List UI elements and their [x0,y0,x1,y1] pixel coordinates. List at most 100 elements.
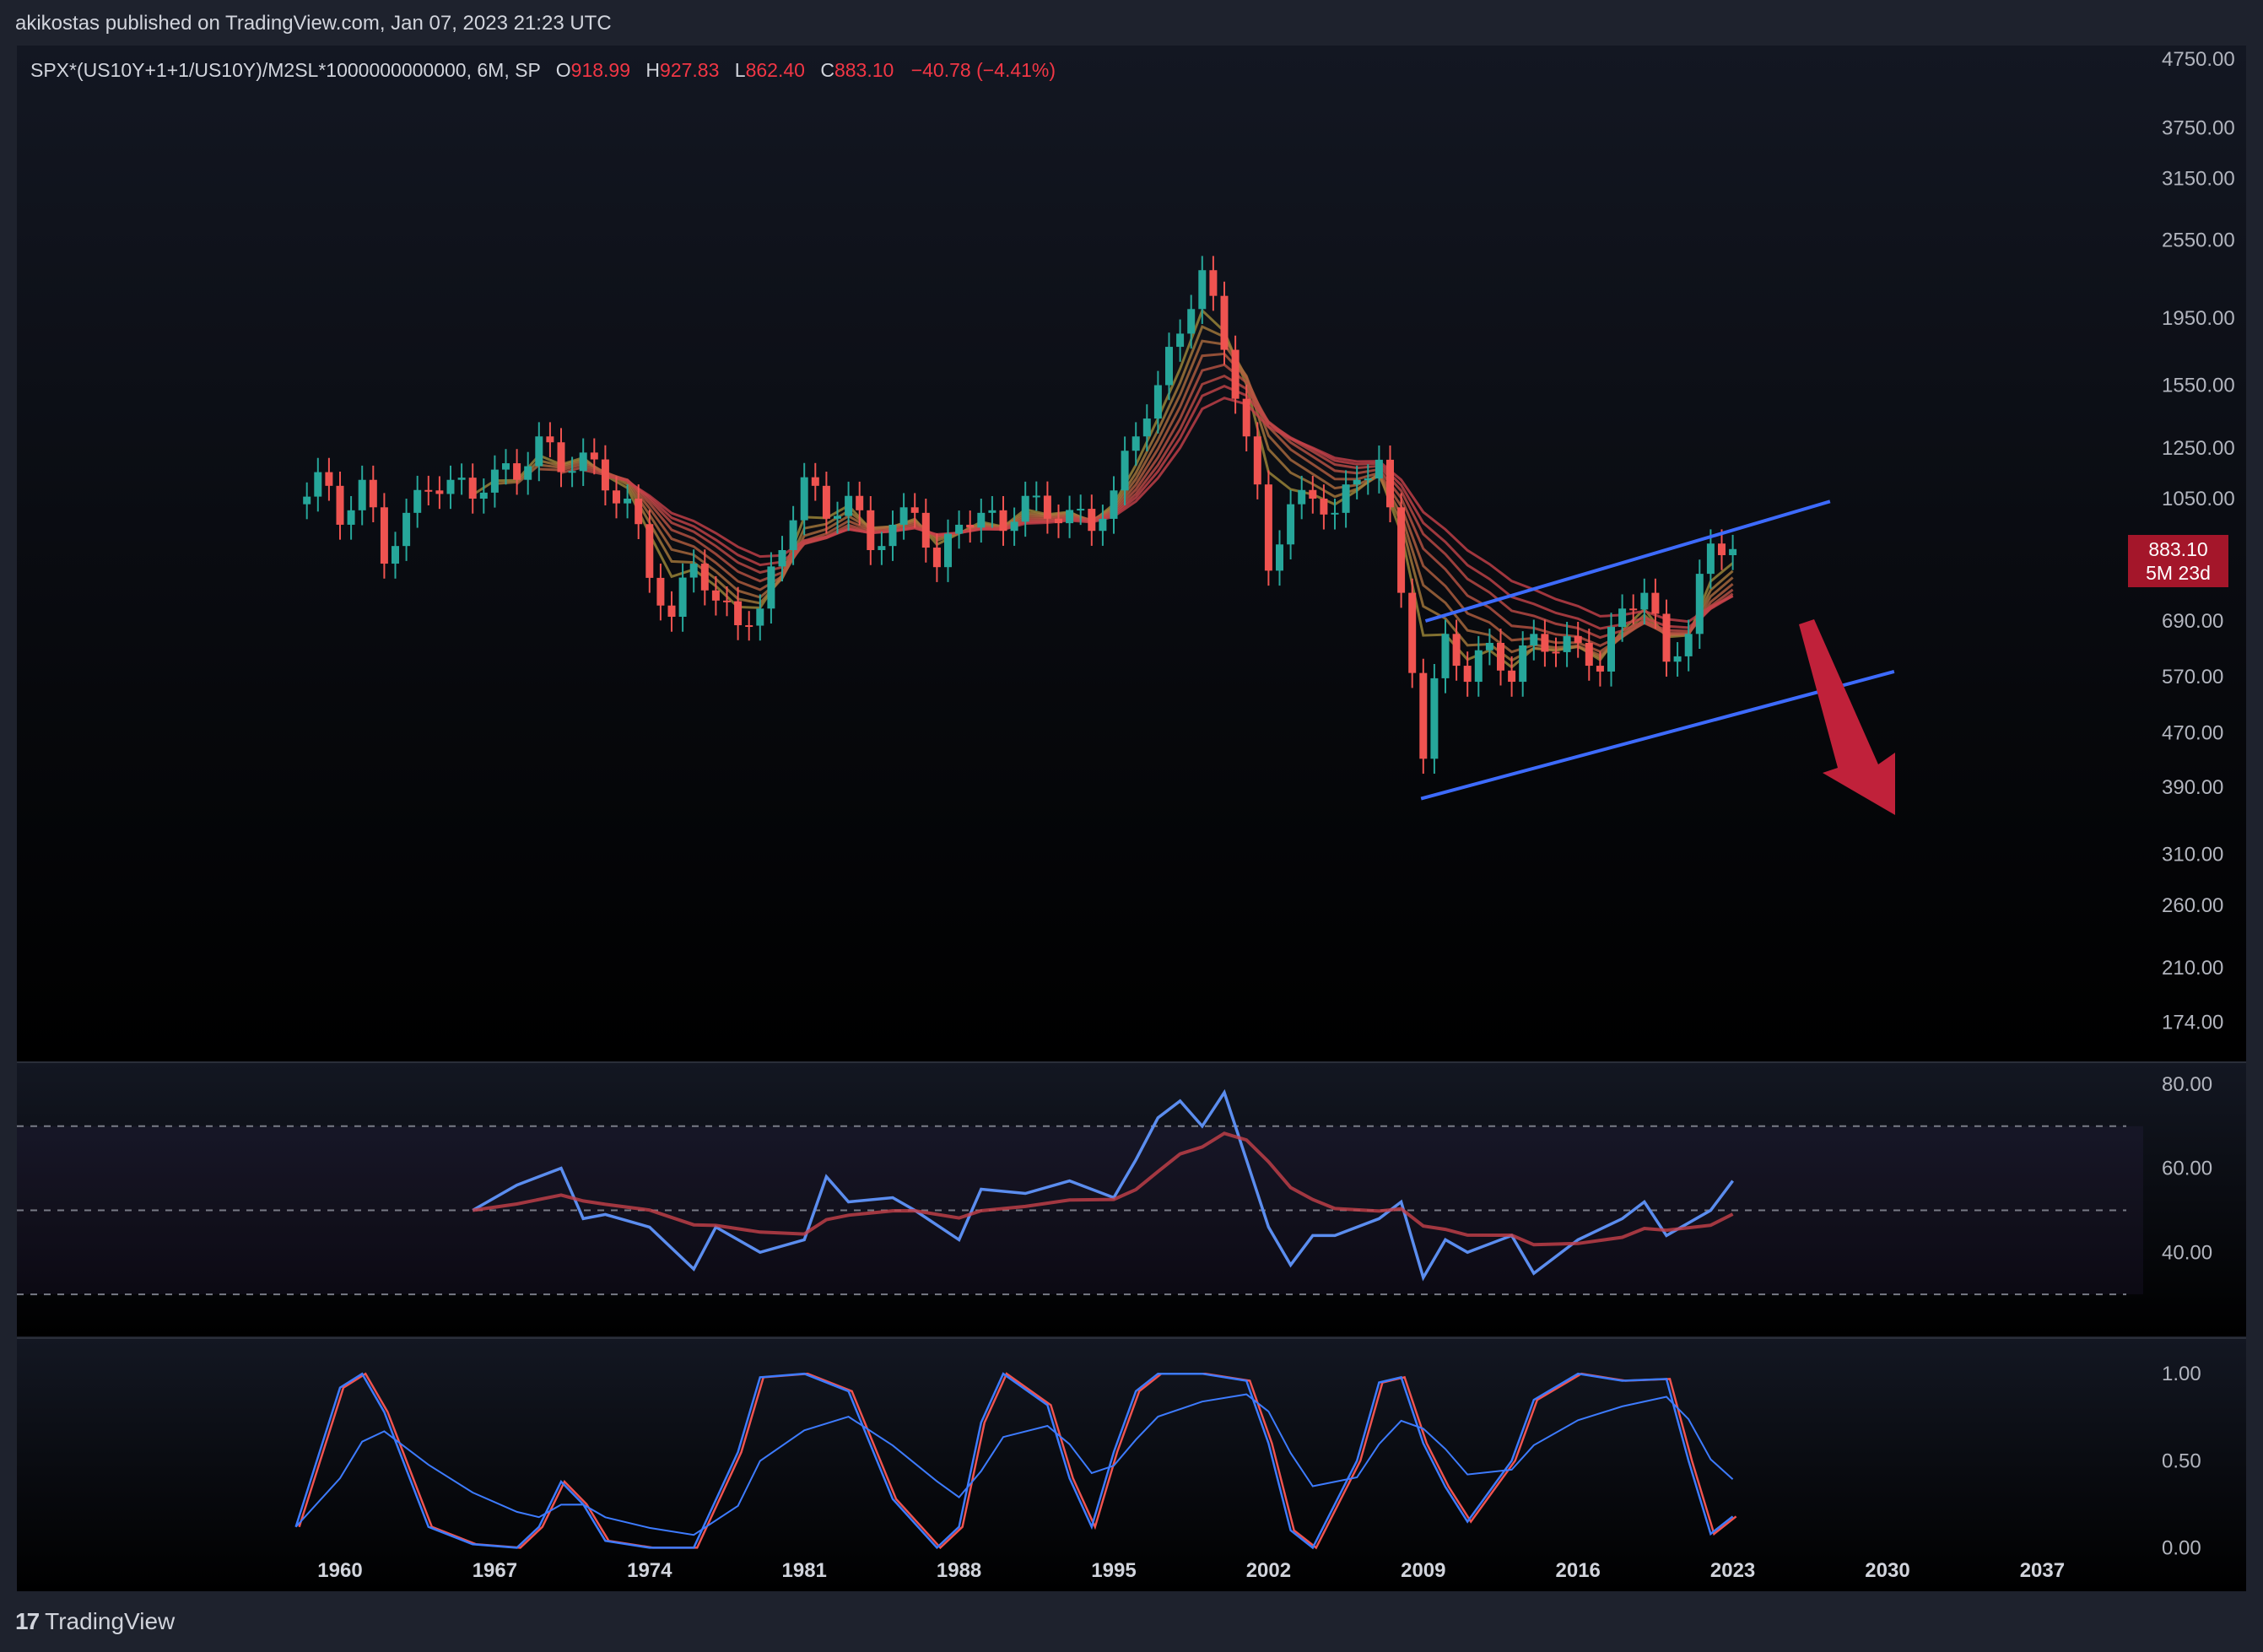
candle-body [1353,479,1361,485]
footer[interactable]: 17 TradingView [15,1608,175,1635]
y-tick-label: 3150.00 [2162,168,2235,191]
candle-body [1530,634,1538,645]
candle-body [1264,484,1272,571]
candle-body [1651,592,1660,614]
candle-body [955,524,964,534]
candle-body [1121,451,1129,491]
candle-body [1585,642,1593,667]
y-tick-label: 1950.00 [2162,307,2235,330]
candle-body [921,512,930,548]
legend-open-label: O [555,59,571,81]
last-price-badge: 883.10 5M 23d [2128,535,2228,587]
candle-body [568,471,576,473]
y-tick-label: 310.00 [2162,843,2223,866]
rsi-line [472,1088,1734,1282]
chart-frame[interactable]: 4750.00 3750.00 3150.00 2550.00 1950.00 1550.… [17,46,2246,1591]
candle-body [479,492,488,499]
candle-body [1010,521,1018,532]
candle-body [656,577,665,606]
x-tick-label: 1988 [937,1559,981,1582]
y-tick-label: 1250.00 [2162,437,2235,460]
rsi-tick-label: 60.00 [2162,1158,2212,1180]
candle-body [867,510,875,550]
candle-body [1574,635,1582,643]
candle-body [1209,270,1218,296]
ema-ribbon-line [560,363,1734,647]
candle-body [878,546,886,550]
candle-body [1662,613,1671,662]
candle-body [1607,627,1615,672]
candle-body [1309,489,1317,499]
candle-body [590,452,598,460]
candle-body [1397,507,1406,593]
candle-body [1043,495,1051,519]
legend-low-label: L [734,59,746,81]
rsi-pane-bg [17,1063,2246,1336]
candle-body [1729,548,1737,556]
tradingview-logo-icon: 17 [15,1608,40,1634]
candle-body [1563,635,1571,652]
candle-body [1165,347,1173,386]
candle-body [413,489,422,513]
candle-body [624,499,632,504]
osc-tick-label: 0.00 [2162,1536,2201,1559]
candle-body [1187,309,1196,334]
candle-body [613,490,620,504]
osc-red-line [298,1372,1737,1550]
osc-pane-bg [17,1339,2246,1591]
candle-body [1596,666,1604,672]
channel-upper-line [1424,499,1831,623]
candle-body [579,452,587,472]
candle-body [1485,642,1493,651]
candle-body [336,485,344,525]
candle-body [1110,490,1118,519]
candle-body [392,546,399,564]
y-tick-label: 690.00 [2162,610,2223,633]
x-tick-label: 2016 [1556,1559,1601,1582]
candle-body [358,479,366,510]
candle-body [888,524,897,547]
candle-body [1253,436,1261,485]
candle-body [778,549,786,567]
candle-body [1021,495,1029,522]
footer-brand: TradingView [45,1608,176,1634]
candle-body [1032,495,1040,498]
candle-body [723,600,731,602]
candle-body [822,485,830,519]
candle-body [1552,651,1560,654]
candle-body [1298,489,1306,505]
legend-symbol: SPX*(US10Y+1+1/US10Y)/M2SL*1000000000000… [30,59,541,81]
candle-body [1718,543,1726,556]
chart-svg[interactable]: 4750.00 3750.00 3150.00 2550.00 1950.00 1550.… [17,46,2246,1591]
candle-body [1220,295,1229,350]
candle-body [1519,645,1527,683]
rsi-ema-line [472,1131,1734,1247]
osc-blue-line [294,1372,1734,1550]
legend-change: −40.78 (−4.41%) [910,59,1056,81]
candle-body [1153,385,1162,419]
candle-body [314,472,322,497]
candle-body [811,477,819,486]
candle-body [502,463,510,470]
y-tick-label: 1550.00 [2162,375,2235,397]
candle-body [1142,418,1151,437]
legend-low-value: 862.40 [745,59,805,81]
candle-body [667,605,676,618]
main-pane-bg [17,46,2246,1061]
candle-body [347,510,355,525]
candle-body [932,548,941,568]
candle-body [446,479,455,494]
candle-body [767,566,775,609]
candle-body [1198,270,1207,310]
candle-body [1452,634,1461,667]
x-tick-label: 2023 [1710,1559,1755,1582]
candle-body [1706,543,1715,575]
candle-body [789,520,797,550]
y-tick-label: 4750.00 [2162,48,2235,71]
candle-body [1331,512,1339,515]
candle-body [1099,518,1107,532]
x-tick-label: 2037 [2020,1559,2065,1582]
candle-body [1287,504,1295,545]
candle-body [635,499,643,525]
candle-body [988,510,996,513]
